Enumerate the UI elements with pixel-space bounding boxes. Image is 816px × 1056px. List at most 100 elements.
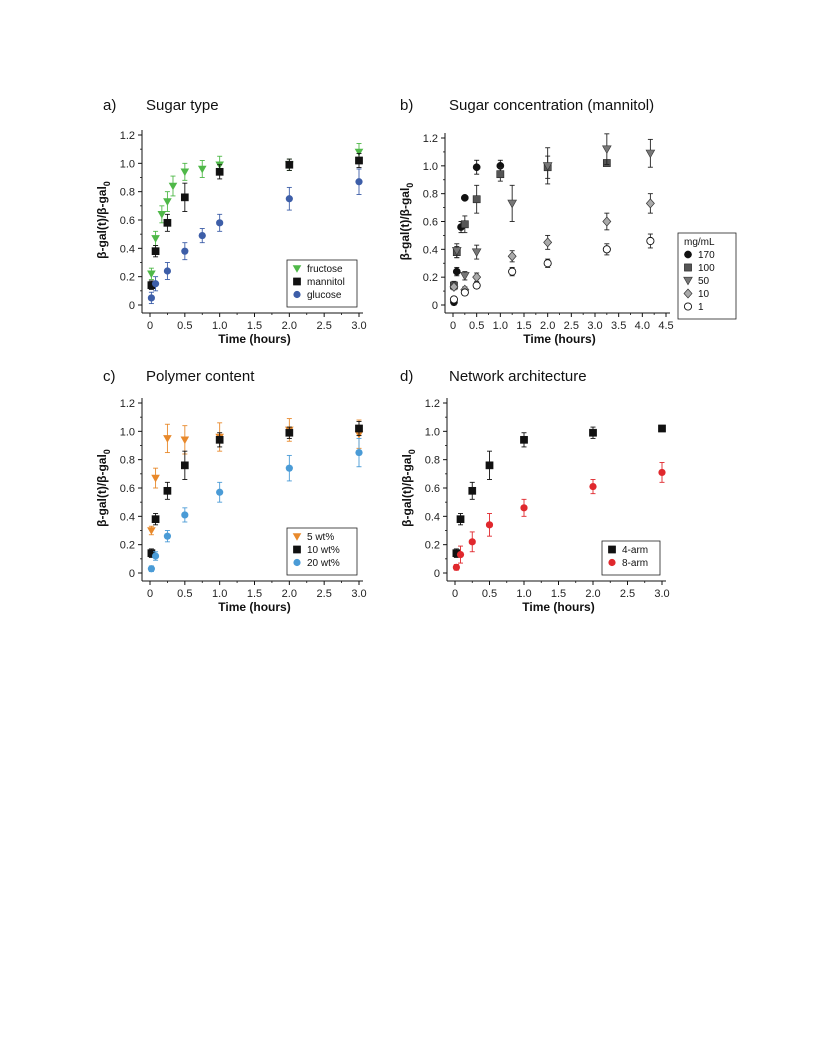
data-point bbox=[452, 267, 461, 276]
y-tick-label: 0 bbox=[434, 568, 440, 580]
x-tick-label: 1.5 bbox=[551, 588, 566, 600]
y-tick-label: 0.2 bbox=[120, 540, 135, 552]
data-point bbox=[460, 193, 469, 202]
legend-marker bbox=[292, 533, 302, 541]
legend-entry: 20 wt% bbox=[293, 558, 340, 569]
y-tick-label: 1.2 bbox=[120, 130, 135, 142]
legend-marker bbox=[292, 265, 302, 273]
legend-entry: glucose bbox=[293, 290, 342, 301]
data-point bbox=[646, 236, 655, 246]
x-tick-label: 0.5 bbox=[177, 588, 192, 600]
legend-entry: 8-arm bbox=[608, 558, 648, 569]
legend-marker bbox=[683, 276, 693, 286]
x-tick-label: 2.0 bbox=[282, 588, 297, 600]
legend-entry: fructose bbox=[292, 264, 343, 275]
x-tick-label: 4.0 bbox=[635, 320, 650, 332]
legend-entry: 10 bbox=[683, 288, 710, 300]
legend-title: mg/mL bbox=[684, 237, 715, 248]
legend-marker bbox=[683, 288, 693, 299]
data-point bbox=[507, 251, 517, 262]
legend-marker bbox=[293, 290, 301, 299]
series-10 bbox=[449, 193, 655, 295]
data-point bbox=[508, 267, 517, 276]
y-axis-label-main: β-gal(t)/β-gal bbox=[95, 454, 109, 527]
legend-label: glucose bbox=[307, 290, 342, 301]
data-point bbox=[147, 270, 156, 279]
data-point bbox=[151, 552, 160, 560]
y-tick-label: 0 bbox=[129, 300, 135, 312]
data-point bbox=[355, 424, 363, 433]
y-tick-label: 0.2 bbox=[425, 540, 440, 552]
data-point bbox=[198, 231, 206, 240]
data-point bbox=[543, 259, 552, 268]
legend: 5 wt% 10 wt% 20 wt% bbox=[286, 527, 358, 576]
legend-entry: 5 wt% bbox=[292, 532, 334, 543]
data-point bbox=[163, 486, 172, 495]
data-point bbox=[151, 247, 160, 256]
series-20-wt- bbox=[147, 437, 363, 573]
legend-label: 100 bbox=[698, 263, 715, 274]
x-axis-label: Time (hours) bbox=[218, 332, 290, 346]
axes: 0 0.5 1.0 1.5 2.0 2.5 3.0 0 0.2 0.4 0.6 0.8 1.0 1.2 bbox=[425, 398, 670, 600]
legend-label: 50 bbox=[698, 276, 710, 287]
y-tick-label: 0.8 bbox=[425, 455, 440, 467]
panel-label: a) bbox=[103, 97, 116, 114]
legend-label: 1 bbox=[698, 302, 704, 313]
panel-3: c) Polymer content 0 0.5 1.0 1.5 2.0 2.5 3.0 0 0.2… bbox=[95, 368, 367, 614]
panel-2: b) Sugar concentration (mannitol) 0 0.5 1.0 1… bbox=[398, 97, 737, 346]
x-tick-label: 1.0 bbox=[516, 588, 531, 600]
legend-box bbox=[677, 232, 737, 320]
y-axis-label-main: β-gal(t)/β-gal bbox=[398, 188, 412, 261]
x-tick-label: 2.0 bbox=[282, 320, 297, 332]
data-point bbox=[451, 247, 462, 256]
legend-entry: 50 bbox=[683, 276, 710, 287]
y-axis-label-subscript: 0 bbox=[102, 181, 112, 186]
x-tick-label: 3.0 bbox=[351, 320, 366, 332]
x-tick-label: 2.5 bbox=[317, 588, 332, 600]
y-tick-label: 0.6 bbox=[425, 483, 440, 495]
data-point bbox=[180, 193, 189, 202]
data-point bbox=[216, 488, 224, 496]
y-tick-label: 1.0 bbox=[423, 161, 438, 173]
legend-label: 170 bbox=[698, 250, 715, 261]
series-glucose bbox=[147, 168, 363, 305]
x-tick-label: 0.5 bbox=[469, 320, 484, 332]
data-point bbox=[456, 515, 465, 524]
x-tick-label: 0 bbox=[452, 588, 458, 600]
data-point bbox=[216, 219, 224, 227]
series-mannitol bbox=[147, 152, 363, 290]
data-point bbox=[485, 461, 494, 470]
legend-marker bbox=[293, 558, 301, 567]
legend-entry: 1 bbox=[683, 302, 704, 313]
x-tick-label: 1.5 bbox=[247, 588, 262, 600]
y-axis-label-main: β-gal(t)/β-gal bbox=[400, 454, 414, 527]
x-tick-label: 0 bbox=[147, 588, 153, 600]
y-tick-label: 1.2 bbox=[423, 133, 438, 145]
data-point bbox=[285, 464, 293, 472]
legend-label: 8-arm bbox=[622, 558, 648, 569]
x-tick-label: 2.5 bbox=[620, 588, 635, 600]
y-tick-label: 0 bbox=[432, 300, 438, 312]
data-point bbox=[520, 504, 528, 512]
data-point bbox=[589, 482, 597, 491]
panel-4: d) Network architecture 0 0.5 1.0 1.5 2.0 2.5 3.… bbox=[400, 368, 670, 614]
data-point bbox=[460, 288, 469, 297]
data-point bbox=[658, 424, 666, 433]
x-tick-label: 3.5 bbox=[611, 320, 626, 332]
data-point bbox=[449, 295, 458, 304]
y-tick-label: 0.8 bbox=[120, 187, 135, 199]
panel-1: a) Sugar type 0 0.5 1.0 1.5 2.0 2.5 3.0 0 0.2 0.4 0.… bbox=[95, 97, 367, 346]
data-point bbox=[589, 428, 597, 437]
x-tick-label: 3.0 bbox=[351, 588, 366, 600]
data-point bbox=[452, 563, 460, 571]
y-tick-label: 0 bbox=[129, 568, 135, 580]
legend-entry: 170 bbox=[684, 250, 715, 261]
panel-label: c) bbox=[103, 368, 116, 385]
y-tick-label: 0.4 bbox=[425, 511, 440, 523]
data-point bbox=[485, 521, 494, 529]
x-tick-label: 3.0 bbox=[587, 320, 602, 332]
y-tick-label: 0.6 bbox=[120, 215, 135, 227]
legend-entry: 4-arm bbox=[608, 545, 648, 556]
data-point bbox=[472, 195, 481, 204]
